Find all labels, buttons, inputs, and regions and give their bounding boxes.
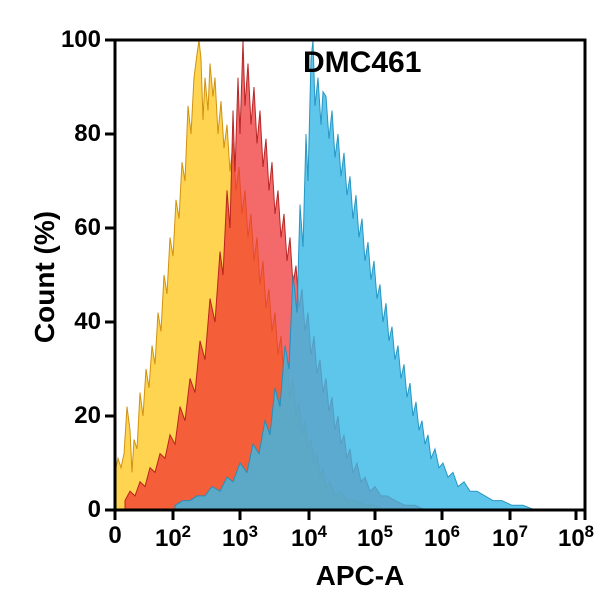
x-tick-label: 107 <box>485 522 535 553</box>
y-tick-label: 40 <box>74 308 101 336</box>
flow-cytometry-chart: DMC461 Count (%) APC-A 0 20 40 60 80 100 0 102 1… <box>0 0 606 608</box>
x-tick-label: 106 <box>417 522 467 553</box>
x-tick-label: 0 <box>90 522 140 550</box>
y-tick-label: 100 <box>61 26 101 54</box>
y-tick-label: 20 <box>74 402 101 430</box>
x-tick-label: 105 <box>350 522 400 553</box>
x-tick-label: 108 <box>551 522 601 553</box>
y-tick-label: 80 <box>74 120 101 148</box>
x-tick-label: 104 <box>284 522 334 553</box>
x-axis-label: APC-A <box>290 560 430 592</box>
y-axis-label: Count (%) <box>29 202 61 352</box>
y-tick-label: 0 <box>88 496 101 524</box>
y-tick-label: 60 <box>74 214 101 242</box>
chart-title: DMC461 <box>303 46 421 80</box>
x-tick-label: 102 <box>148 522 198 553</box>
x-tick-label: 103 <box>215 522 265 553</box>
